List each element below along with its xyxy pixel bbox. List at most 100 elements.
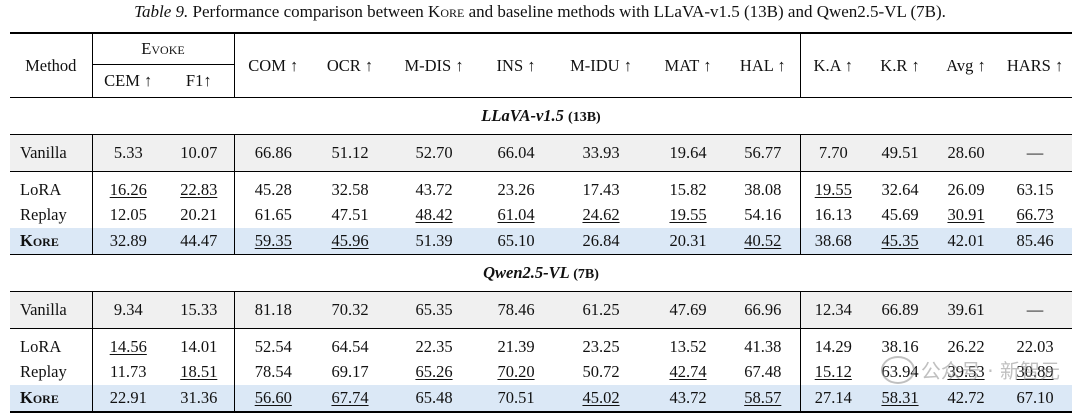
- cell: 52.70: [388, 134, 481, 172]
- cell: 42.72: [934, 385, 999, 413]
- cell: 32.89: [91, 228, 164, 255]
- cell: 39.61: [934, 291, 999, 329]
- cell: 56.60: [233, 385, 313, 413]
- cell: 56.77: [726, 134, 801, 172]
- cell: 19.64: [650, 134, 727, 172]
- cell: 61.04: [497, 205, 535, 224]
- header-row-1: Method Evoke COM ↑ OCR ↑ M-DIS ↑ INS ↑ M…: [10, 32, 1073, 98]
- cell: 48.42: [415, 205, 453, 224]
- cell: 32.58: [312, 171, 389, 202]
- cell: 27.14: [799, 385, 867, 413]
- cell: 38.16: [866, 328, 935, 359]
- cell: 21.39: [480, 328, 553, 359]
- cell: 45.69: [881, 205, 919, 224]
- col-mdis: M-DIS ↑: [388, 32, 481, 98]
- row-method: Vanilla: [10, 291, 92, 329]
- cell: 47.69: [650, 291, 727, 329]
- col-ins: INS ↑: [480, 32, 553, 98]
- cell: 12.05: [91, 202, 164, 228]
- section-header-qwen: Qwen2.5-VL (7B): [10, 254, 1073, 292]
- cell: 67.74: [312, 385, 389, 413]
- cell: 30.91: [947, 205, 985, 224]
- section-model-size: (7B): [573, 267, 599, 282]
- cell: 58.57: [726, 385, 801, 413]
- cell: 50.72: [582, 362, 620, 381]
- col-kr: K.R ↑: [866, 32, 935, 98]
- col-com: COM ↑: [233, 32, 313, 98]
- col-ocr: OCR ↑: [312, 32, 389, 98]
- results-table: Method Evoke COM ↑ OCR ↑ M-DIS ↑ INS ↑ M…: [10, 32, 1073, 413]
- cell: 26.09: [934, 171, 999, 202]
- cell: 65.26: [415, 362, 453, 381]
- cell: 44.47: [164, 228, 235, 255]
- cell: 61.25: [552, 291, 651, 329]
- cell: 13.52: [650, 328, 727, 359]
- cell: 67.48: [744, 362, 782, 381]
- col-group-evoke: Evoke: [91, 32, 235, 65]
- cell: 54.16: [744, 205, 782, 224]
- table-row: Vanilla 9.34 15.33 81.18 70.32 65.35 78.…: [10, 291, 1073, 329]
- cell: 5.33: [91, 134, 164, 172]
- cell: 66.89: [866, 291, 935, 329]
- cell: 15.12: [799, 359, 867, 385]
- cell: 81.18: [233, 291, 313, 329]
- row-method: Kore: [10, 385, 92, 413]
- cell: 20.31: [650, 228, 727, 255]
- cell: 38.08: [726, 171, 801, 202]
- cell: 41.38: [726, 328, 801, 359]
- cell: 66.86: [233, 134, 313, 172]
- cell: 61.65: [233, 202, 313, 228]
- row-method: LoRA: [10, 171, 92, 202]
- cell: 22.91: [91, 385, 164, 413]
- col-hars: HARS ↑: [998, 32, 1073, 98]
- row-method: Replay: [20, 205, 67, 224]
- cell: 65.10: [480, 228, 553, 255]
- table-row: Replay 12.05 20.21 61.65 47.51 48.42 61.…: [10, 202, 1072, 228]
- cell: 67.10: [998, 385, 1073, 413]
- col-cem: CEM ↑: [91, 64, 164, 98]
- table-row-kore: Kore 22.91 31.36 56.60 67.74 65.48 70.51…: [10, 385, 1073, 413]
- cell: 43.72: [650, 385, 727, 413]
- cell: 19.55: [799, 171, 867, 202]
- cell: 49.51: [866, 134, 935, 172]
- cell: 11.73: [91, 359, 164, 385]
- cell: 78.54: [233, 359, 313, 385]
- cell: 43.72: [388, 171, 481, 202]
- cell: 24.62: [582, 205, 620, 224]
- cell: 17.43: [552, 171, 651, 202]
- cell: 64.54: [312, 328, 389, 359]
- cell: 70.32: [312, 291, 389, 329]
- cell: 65.35: [388, 291, 481, 329]
- col-method: Method: [10, 32, 92, 98]
- cell: 14.56: [91, 328, 164, 359]
- cell: 22.83: [164, 171, 235, 202]
- col-ka: K.A ↑: [799, 32, 867, 98]
- cell: 30.89: [1016, 362, 1054, 381]
- cell: —: [998, 291, 1073, 329]
- cell: 20.21: [180, 205, 218, 224]
- cell: 66.96: [726, 291, 801, 329]
- header-row-2: CEM ↑ F1↑: [10, 64, 1072, 98]
- cell: 42.74: [669, 362, 707, 381]
- cell: 66.73: [1016, 205, 1054, 224]
- cell: 70.51: [480, 385, 553, 413]
- section-header-llava: LLaVA-v1.5 (13B): [10, 97, 1073, 135]
- cell: 31.36: [164, 385, 235, 413]
- cell: 7.70: [799, 134, 867, 172]
- table-row: LoRA 16.26 22.83 45.28 32.58 43.72 23.26…: [10, 171, 1073, 202]
- cell: 9.34: [91, 291, 164, 329]
- watermark: 公众号 · 新智元: [880, 355, 1060, 384]
- table-row: LoRA 14.56 14.01 52.54 64.54 22.35 21.39…: [10, 328, 1073, 359]
- cell: 23.25: [552, 328, 651, 359]
- cell: 63.15: [998, 171, 1073, 202]
- row-method: LoRA: [10, 328, 92, 359]
- cell: 23.26: [480, 171, 553, 202]
- cell: 14.01: [164, 328, 235, 359]
- cell: 70.20: [497, 362, 535, 381]
- cell: 28.60: [934, 134, 999, 172]
- cell: 38.68: [799, 228, 867, 255]
- row-method: Vanilla: [10, 134, 92, 172]
- watermark-text: 公众号 · 新智元: [920, 359, 1060, 383]
- cell: 14.29: [799, 328, 867, 359]
- section-model-name: LLaVA-v1.5: [481, 106, 564, 125]
